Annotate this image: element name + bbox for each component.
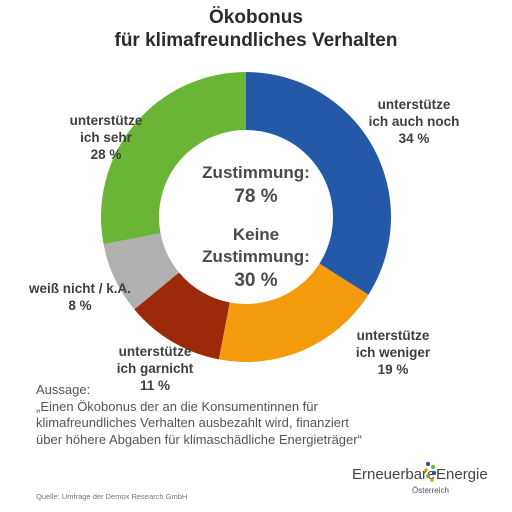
agree-label: Zustimmung: bbox=[202, 163, 310, 182]
slice-value: 8 % bbox=[68, 298, 92, 313]
slice-ich-sehr bbox=[101, 72, 246, 245]
slice-label-ich-auch-noch: unterstütze ich auch noch 34 % bbox=[354, 96, 474, 147]
statement-line: „Einen Ökobonus der an die Konsumentinne… bbox=[36, 398, 318, 414]
slice-ich-garnicht bbox=[134, 272, 230, 360]
disagree-label-1: Keine bbox=[232, 225, 280, 244]
slice-label-ich-garnicht: unterstütze ich garnicht 11 % bbox=[95, 343, 215, 394]
slice-label-ich-weniger: unterstütze ich weniger 19 % bbox=[333, 327, 453, 378]
slice-value: 11 % bbox=[139, 378, 171, 393]
logo-subtitle: Österreich bbox=[412, 486, 449, 495]
chart-title-line-1: Ökobonus bbox=[209, 7, 303, 28]
slice-weiss-nicht bbox=[103, 233, 179, 310]
statement-block: Aussage: „Einen Ökobonus der an die Kons… bbox=[36, 382, 476, 448]
slice-label-ich-sehr: unterstütze ich sehr 28 % bbox=[46, 112, 166, 163]
chart-title-line-2: für klimafreundliches Verhalten bbox=[114, 30, 398, 51]
slice-label-line: ich sehr bbox=[80, 130, 132, 145]
slice-label-line: ich weniger bbox=[355, 345, 431, 360]
slice-label-line: unterstütze bbox=[118, 344, 192, 359]
statement-line: über höhere Abgaben für klimaschädliche … bbox=[36, 431, 362, 447]
slice-label-line: unterstütze bbox=[69, 113, 143, 128]
logo-dots-icon bbox=[424, 461, 437, 482]
agree-value: 78 % bbox=[234, 186, 278, 207]
disagree-label-2: Zustimmung: bbox=[202, 247, 310, 266]
logo-word-1: Erneuerbare bbox=[352, 466, 436, 483]
slice-value: 19 % bbox=[377, 362, 409, 377]
slice-label-line: ich auch noch bbox=[368, 114, 460, 129]
slice-ich-weniger bbox=[218, 263, 369, 362]
disagree-value: 30 % bbox=[234, 270, 278, 291]
logo-word-2: Energie bbox=[436, 466, 488, 483]
donut-chart bbox=[101, 72, 391, 362]
slice-value: 28 % bbox=[90, 147, 122, 162]
center-agree: Zustimmung: 78 % bbox=[180, 162, 332, 208]
slice-label-line: ich garnicht bbox=[116, 361, 194, 376]
slice-label-weiss-nicht: weiß nicht / k.A. 8 % bbox=[18, 280, 142, 314]
slice-label-line: unterstütze bbox=[356, 328, 430, 343]
slice-value: 34 % bbox=[398, 131, 430, 146]
slice-label-line: weiß nicht / k.A. bbox=[28, 281, 131, 296]
slice-ich-auch-noch bbox=[246, 72, 391, 295]
statement-line: klimafreundliches Verhalten ausbezahlt w… bbox=[36, 415, 349, 430]
erneuerbare-energie-logo: Erneuerbare Energie Österreich bbox=[352, 458, 492, 498]
slice-label-line: unterstütze bbox=[377, 97, 451, 112]
statement-heading: Aussage: bbox=[36, 382, 91, 397]
center-disagree: Keine Zustimmung: 30 % bbox=[180, 224, 332, 292]
source-note: Quelle: Umfrage der Demox Research GmbH bbox=[36, 492, 188, 501]
